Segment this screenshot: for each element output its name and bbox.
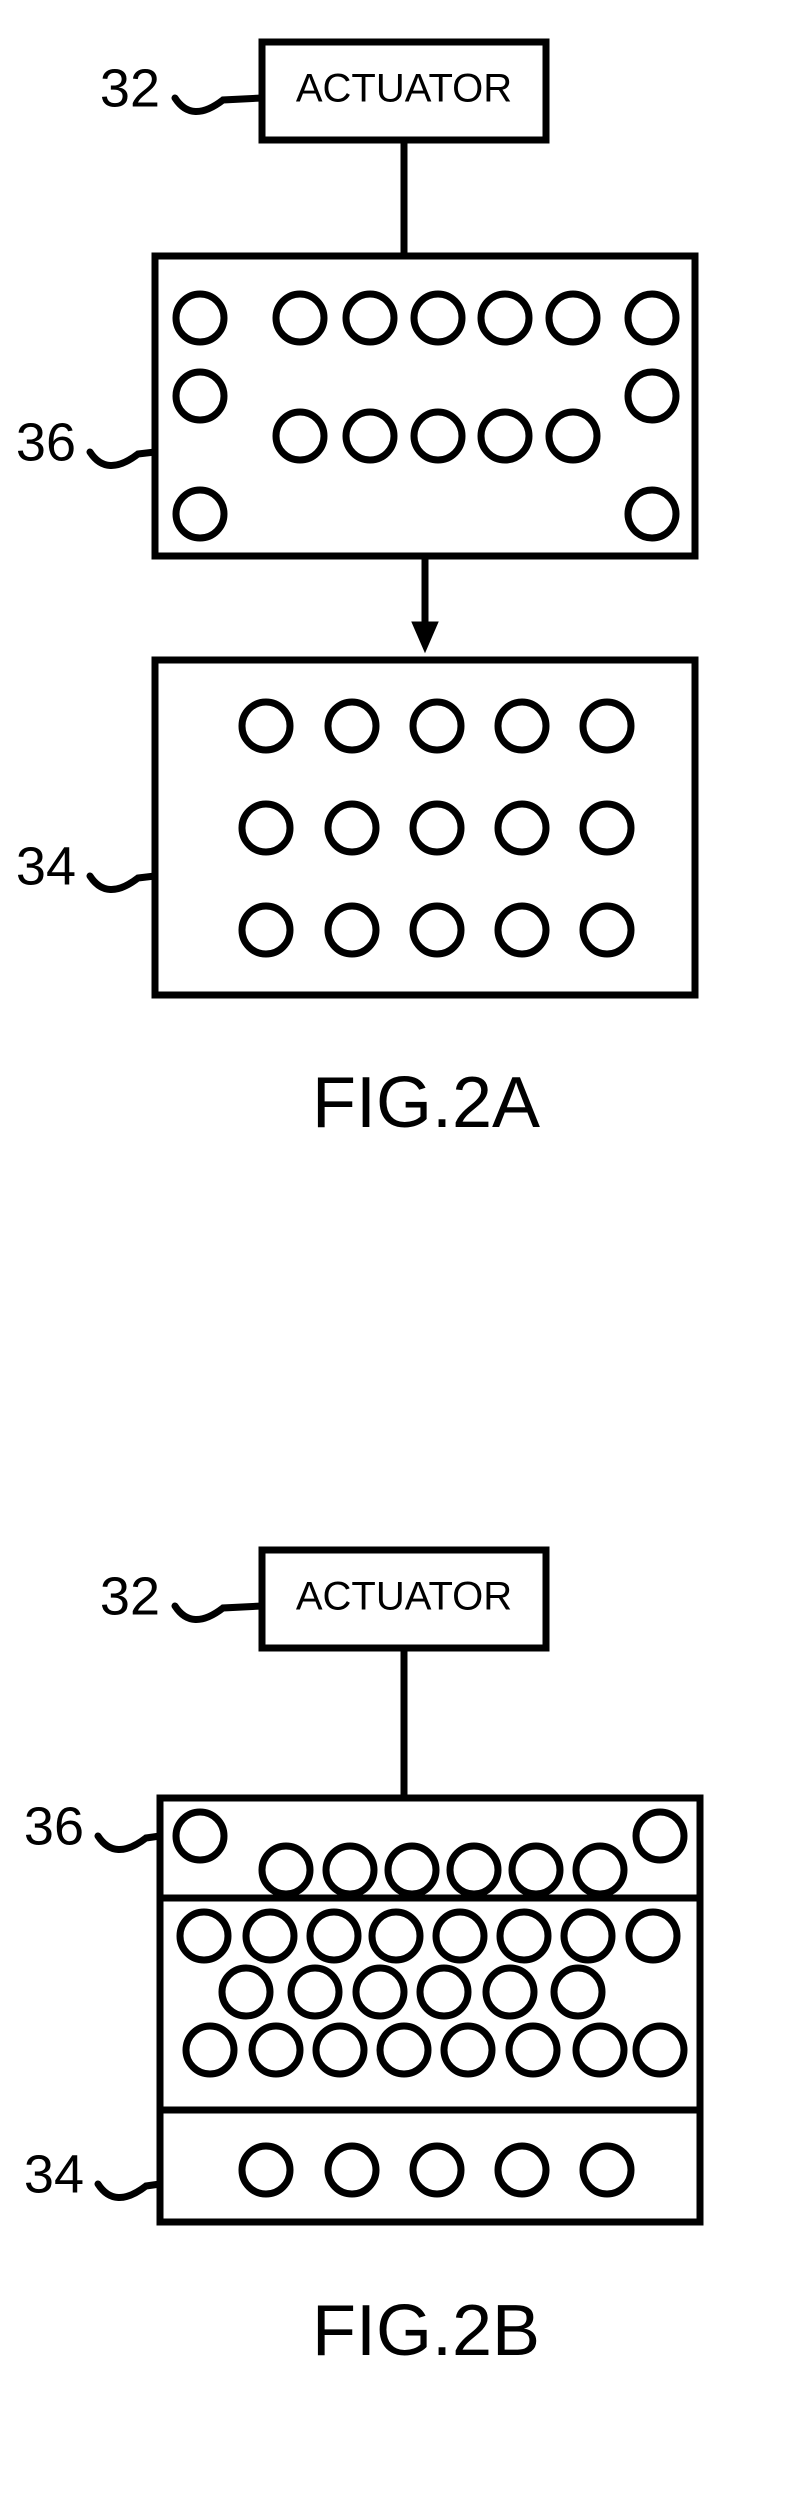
- fig-b-mid-hole-r2-c0: [186, 2026, 234, 2074]
- fig-b-mid-hole-r1-c4: [486, 1968, 534, 2016]
- fig-a-ref-32: 32: [100, 58, 160, 118]
- fig-b-mid-hole-r0-c4: [436, 1912, 484, 1960]
- fig-b-mid-hole-r2-c7: [636, 2026, 684, 2074]
- fig-a-plate36-hole-r0-c1: [276, 294, 324, 342]
- fig-a-plate36-hole-r3-c1: [628, 490, 676, 538]
- fig-b-mid-hole-r1-c1: [291, 1968, 339, 2016]
- fig-b-mid-hole-r0-c7: [629, 1912, 677, 1960]
- fig-b-top-hole-r1-c1: [326, 1846, 374, 1894]
- fig-a-plate36-hole-r1-c0: [176, 372, 224, 420]
- fig-b-mid-hole-r2-c1: [252, 2026, 300, 2074]
- fig-b-top-hole-r1-c0: [262, 1846, 310, 1894]
- fig-a-plate36-hole-r0-c2: [346, 294, 394, 342]
- fig-a-plate34-hole-r2-c2: [413, 906, 461, 954]
- fig-a-plate34-hole-r2-c0: [242, 906, 290, 954]
- fig-a-plate36-hole-r0-c4: [481, 294, 529, 342]
- fig-a-plate36-hole-r2-c0: [276, 412, 324, 460]
- fig-b-top-hole-r1-c4: [512, 1846, 560, 1894]
- fig-b-top-hole-r0-c1: [636, 1812, 684, 1860]
- fig-b-mid-hole-r2-c6: [576, 2026, 624, 2074]
- fig-b-caption: FIG.2B: [312, 2291, 540, 2371]
- fig-b-mid-hole-r2-c5: [509, 2026, 557, 2074]
- fig-a-plate34-hole-r0-c2: [413, 702, 461, 750]
- fig-a-plate36-hole-r1-c1: [628, 372, 676, 420]
- fig-a-plate36-hole-r3-c0: [176, 490, 224, 538]
- fig-a-plate34-hole-r0-c4: [583, 702, 631, 750]
- fig-a-plate34-hole-r0-c1: [328, 702, 376, 750]
- fig-b-ref-32: 32: [100, 1566, 160, 1626]
- fig-a-plate34-hole-r1-c2: [413, 804, 461, 852]
- fig-a-ref-36: 36: [16, 412, 76, 472]
- fig-b-bottom-hole-c0: [242, 2146, 290, 2194]
- fig-a-plate34-hole-r1-c1: [328, 804, 376, 852]
- fig-b-top-hole-r1-c2: [388, 1846, 436, 1894]
- fig-a-plate34-hole-r0-c3: [498, 702, 546, 750]
- fig-a-plate34-hole-r1-c4: [583, 804, 631, 852]
- fig-a-plate36-hole-r2-c1: [346, 412, 394, 460]
- fig-b-mid-hole-r0-c2: [310, 1912, 358, 1960]
- fig-a-plate36-hole-r2-c4: [549, 412, 597, 460]
- fig-a-plate34-hole-r2-c1: [328, 906, 376, 954]
- fig-b-bottom-hole-c2: [413, 2146, 461, 2194]
- fig-a-plate36-hole-r0-c0: [176, 294, 224, 342]
- fig-a-plate34-hole-r2-c3: [498, 906, 546, 954]
- fig-b-mid-hole-r0-c3: [372, 1912, 420, 1960]
- fig-b-bottom-hole-c1: [328, 2146, 376, 2194]
- fig-b-mid-hole-r2-c3: [380, 2026, 428, 2074]
- fig-a-plate34-hole-r2-c4: [583, 906, 631, 954]
- fig-b-mid-hole-r0-c5: [500, 1912, 548, 1960]
- fig-b-mid-hole-r1-c3: [420, 1968, 468, 2016]
- fig-b-bottom-hole-c3: [498, 2146, 546, 2194]
- fig-a-plate36-hole-r2-c2: [414, 412, 462, 460]
- fig-b-mid-hole-r1-c2: [356, 1968, 404, 2016]
- fig-a-ref-34: 34: [16, 836, 76, 896]
- fig-b-mid-hole-r0-c1: [246, 1912, 294, 1960]
- fig-a-plate36-hole-r0-c5: [549, 294, 597, 342]
- fig-b-mid-hole-r2-c2: [316, 2026, 364, 2074]
- fig-b-ref-36: 36: [24, 1796, 84, 1856]
- fig-a-plate34-hole-r0-c0: [242, 702, 290, 750]
- fig-a-plate34-hole-r1-c3: [498, 804, 546, 852]
- fig-b-mid-hole-r0-c0: [180, 1912, 228, 1960]
- fig-b-ref-34: 34: [24, 2144, 84, 2204]
- fig-a-plate34-hole-r1-c0: [242, 804, 290, 852]
- fig-b-actuator-label: ACTUATOR: [296, 1575, 512, 1619]
- fig-a-actuator-label: ACTUATOR: [296, 67, 512, 111]
- fig-b-top-hole-r1-c5: [576, 1846, 624, 1894]
- fig-b-mid-hole-r1-c0: [222, 1968, 270, 2016]
- fig-a-caption: FIG.2A: [312, 1063, 540, 1143]
- fig-b-mid-hole-r1-c5: [554, 1968, 602, 2016]
- canvas-bg: [0, 0, 796, 2495]
- fig-a-plate36-hole-r0-c3: [414, 294, 462, 342]
- fig-b-mid-hole-r0-c6: [564, 1912, 612, 1960]
- fig-a-plate36-hole-r0-c6: [628, 294, 676, 342]
- fig-a-plate36-hole-r2-c3: [481, 412, 529, 460]
- fig-b-top-hole-r0-c0: [176, 1812, 224, 1860]
- fig-b-top-hole-r1-c3: [450, 1846, 498, 1894]
- fig-b-mid-hole-r2-c4: [444, 2026, 492, 2074]
- fig-b-bottom-hole-c4: [583, 2146, 631, 2194]
